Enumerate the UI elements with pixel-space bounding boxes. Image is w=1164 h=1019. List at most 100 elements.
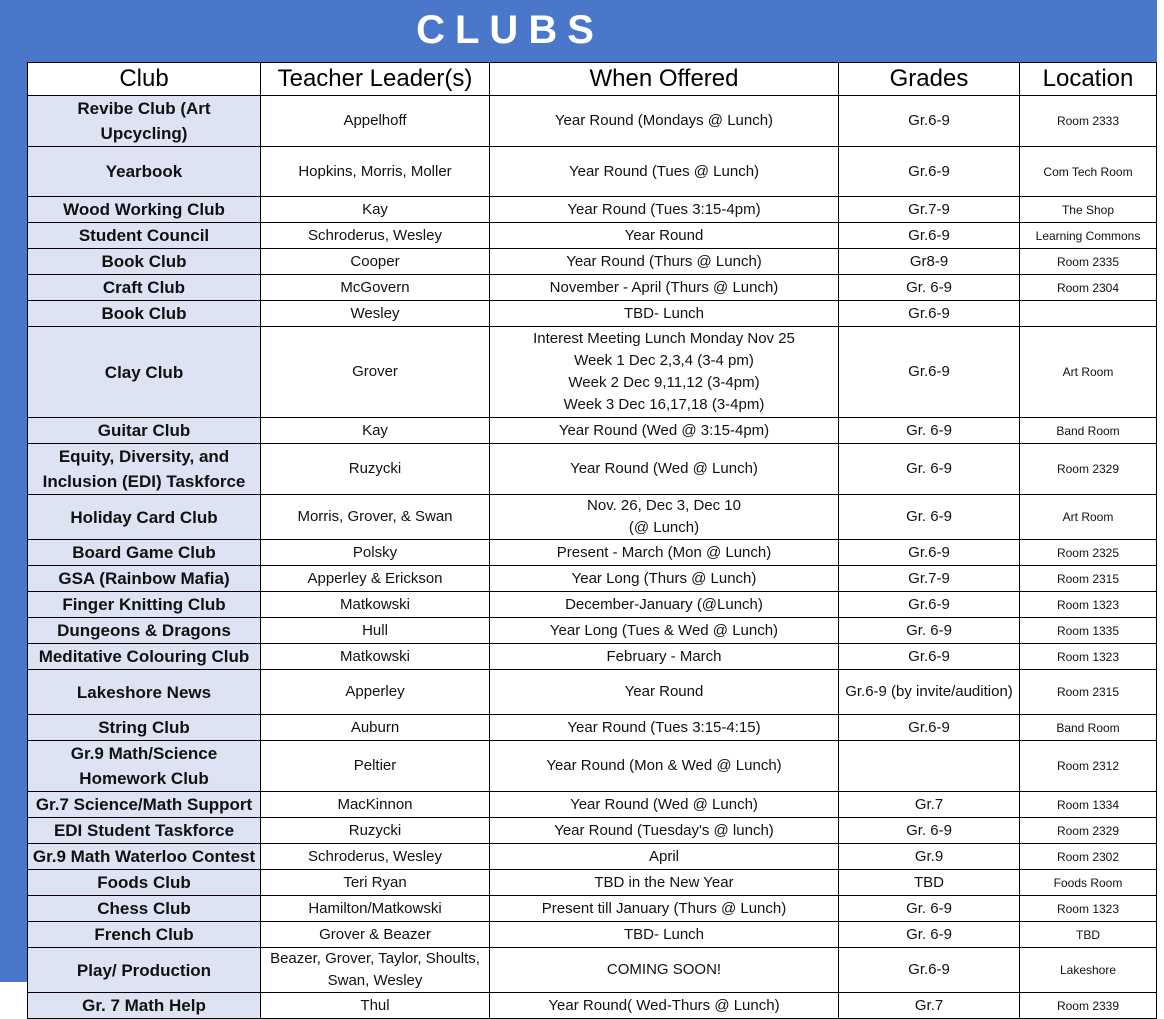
teacher-cell: Wesley: [260, 300, 490, 327]
teacher-cell: Polsky: [260, 539, 490, 566]
location-cell: Art Room: [1019, 494, 1157, 540]
grades-cell: Gr.6-9: [838, 643, 1020, 670]
club-row: Board Game Club Polsky Present - March (Mo…: [27, 539, 1157, 566]
when-offered-cell: Year Long (Tues & Wed @ Lunch): [489, 617, 839, 644]
when-offered-cell: Year Round (Thurs @ Lunch): [489, 248, 839, 275]
club-cell: Student Council: [27, 222, 261, 249]
column-header: Teacher Leader(s): [260, 62, 490, 96]
when-offered-cell: Year Long (Thurs @ Lunch): [489, 565, 839, 592]
location-cell: Room 1323: [1019, 591, 1157, 618]
club-cell: Play/ Production: [27, 947, 261, 993]
club-cell: Lakeshore News: [27, 669, 261, 715]
teacher-cell: Grover & Beazer: [260, 921, 490, 948]
location-cell: TBD: [1019, 921, 1157, 948]
when-offered-cell: TBD- Lunch: [489, 921, 839, 948]
when-offered-cell: Year Round (Tues @ Lunch): [489, 146, 839, 197]
grades-cell: Gr. 6-9: [838, 895, 1020, 922]
title: CLUBS: [416, 8, 604, 52]
club-row: Book Club Cooper Year Round (Thurs @ Lunch…: [27, 248, 1157, 275]
club-row: Craft Club McGovern November - April (Thur…: [27, 274, 1157, 301]
teacher-cell: Grover: [260, 326, 490, 418]
club-row: Foods Club Teri Ryan TBD in the New Year TB…: [27, 869, 1157, 896]
grades-cell: Gr.6-9: [838, 146, 1020, 197]
column-header: Location: [1019, 62, 1157, 96]
location-cell: Lakeshore: [1019, 947, 1157, 993]
club-cell: Finger Knitting Club: [27, 591, 261, 618]
grades-cell: Gr. 6-9: [838, 817, 1020, 844]
club-cell: Foods Club: [27, 869, 261, 896]
club-cell: Book Club: [27, 300, 261, 327]
club-cell: Board Game Club: [27, 539, 261, 566]
when-offered-cell: Present till January (Thurs @ Lunch): [489, 895, 839, 922]
club-row: Gr.9 Math Waterloo Contest Schroderus, We…: [27, 843, 1157, 870]
club-cell: French Club: [27, 921, 261, 948]
teacher-cell: Apperley & Erickson: [260, 565, 490, 592]
club-cell: Gr.9 Math/Science Homework Club: [27, 740, 261, 792]
location-cell: Room 2339: [1019, 992, 1157, 1019]
grades-cell: TBD: [838, 869, 1020, 896]
when-offered-cell: Year Round( Wed-Thurs @ Lunch): [489, 992, 839, 1019]
header-row: Club Teacher Leader(s) When Offered Grades L…: [27, 62, 1157, 96]
location-cell: Room 2333: [1019, 95, 1157, 147]
when-offered-cell: Year Round: [489, 222, 839, 249]
location-cell: Band Room: [1019, 714, 1157, 741]
grades-cell: Gr.6-9 (by invite/audition): [838, 669, 1020, 715]
location-cell: Foods Room: [1019, 869, 1157, 896]
location-cell: Room 2325: [1019, 539, 1157, 566]
grades-cell: Gr8-9: [838, 248, 1020, 275]
grades-cell: Gr.6-9: [838, 591, 1020, 618]
when-offered-cell: February - March: [489, 643, 839, 670]
location-cell: Room 2329: [1019, 443, 1157, 495]
club-row: Revibe Club (Art Upcycling) Appelhoff Year…: [27, 95, 1157, 147]
grades-cell: Gr. 6-9: [838, 921, 1020, 948]
club-row: GSA (Rainbow Mafia) Apperley & Erickson Ye…: [27, 565, 1157, 592]
teacher-cell: Kay: [260, 417, 490, 444]
grades-cell: Gr. 6-9: [838, 274, 1020, 301]
grades-cell: Gr.6-9: [838, 539, 1020, 566]
club-cell: Revibe Club (Art Upcycling): [27, 95, 261, 147]
teacher-cell: McGovern: [260, 274, 490, 301]
teacher-cell: Schroderus, Wesley: [260, 843, 490, 870]
when-offered-cell: Year Round (Wed @ 3:15-4pm): [489, 417, 839, 444]
grades-cell: Gr. 6-9: [838, 417, 1020, 444]
when-offered-cell: Year Round (Tues 3:15-4pm): [489, 196, 839, 223]
club-row: Equity, Diversity, and Inclusion (EDI) T…: [27, 443, 1157, 495]
club-row: Yearbook Hopkins, Morris, Moller Year Roun…: [27, 146, 1157, 197]
location-cell: Com Tech Room: [1019, 146, 1157, 197]
grades-cell: [838, 740, 1020, 792]
teacher-cell: MacKinnon: [260, 791, 490, 818]
clubs-table: Club Teacher Leader(s) When Offered Grades L…: [27, 62, 1157, 1019]
teacher-cell: Kay: [260, 196, 490, 223]
when-offered-cell: Year Round: [489, 669, 839, 715]
when-offered-cell: December-January (@Lunch): [489, 591, 839, 618]
column-header: When Offered: [489, 62, 839, 96]
teacher-cell: Matkowski: [260, 591, 490, 618]
when-offered-cell: November - April (Thurs @ Lunch): [489, 274, 839, 301]
club-cell: Meditative Colouring Club: [27, 643, 261, 670]
club-row: Wood Working Club Kay Year Round (Tues 3:1…: [27, 196, 1157, 223]
teacher-cell: Hopkins, Morris, Moller: [260, 146, 490, 197]
club-cell: Gr.7 Science/Math Support: [27, 791, 261, 818]
when-offered-cell: TBD- Lunch: [489, 300, 839, 327]
club-cell: Yearbook: [27, 146, 261, 197]
location-cell: Room 2315: [1019, 565, 1157, 592]
teacher-cell: Teri Ryan: [260, 869, 490, 896]
when-offered-cell: Year Round (Tues 3:15-4:15): [489, 714, 839, 741]
club-cell: Holiday Card Club: [27, 494, 261, 540]
location-cell: Room 1323: [1019, 895, 1157, 922]
location-cell: Learning Commons: [1019, 222, 1157, 249]
location-cell: Room 1334: [1019, 791, 1157, 818]
club-cell: Equity, Diversity, and Inclusion (EDI) T…: [27, 443, 261, 495]
grades-cell: Gr.7-9: [838, 196, 1020, 223]
when-offered-cell: Interest Meeting Lunch Monday Nov 25 Wee…: [489, 326, 839, 418]
grades-cell: Gr.7-9: [838, 565, 1020, 592]
when-offered-cell: Year Round (Mondays @ Lunch): [489, 95, 839, 147]
grades-cell: Gr.6-9: [838, 300, 1020, 327]
club-row: String Club Auburn Year Round (Tues 3:15-4…: [27, 714, 1157, 741]
teacher-cell: Beazer, Grover, Taylor, Shoults, Swan, W…: [260, 947, 490, 993]
location-cell: Room 2302: [1019, 843, 1157, 870]
when-offered-cell: COMING SOON!: [489, 947, 839, 993]
grades-cell: Gr. 6-9: [838, 443, 1020, 495]
club-row: Gr.7 Science/Math Support MacKinnon Year R…: [27, 791, 1157, 818]
grades-cell: Gr.9: [838, 843, 1020, 870]
